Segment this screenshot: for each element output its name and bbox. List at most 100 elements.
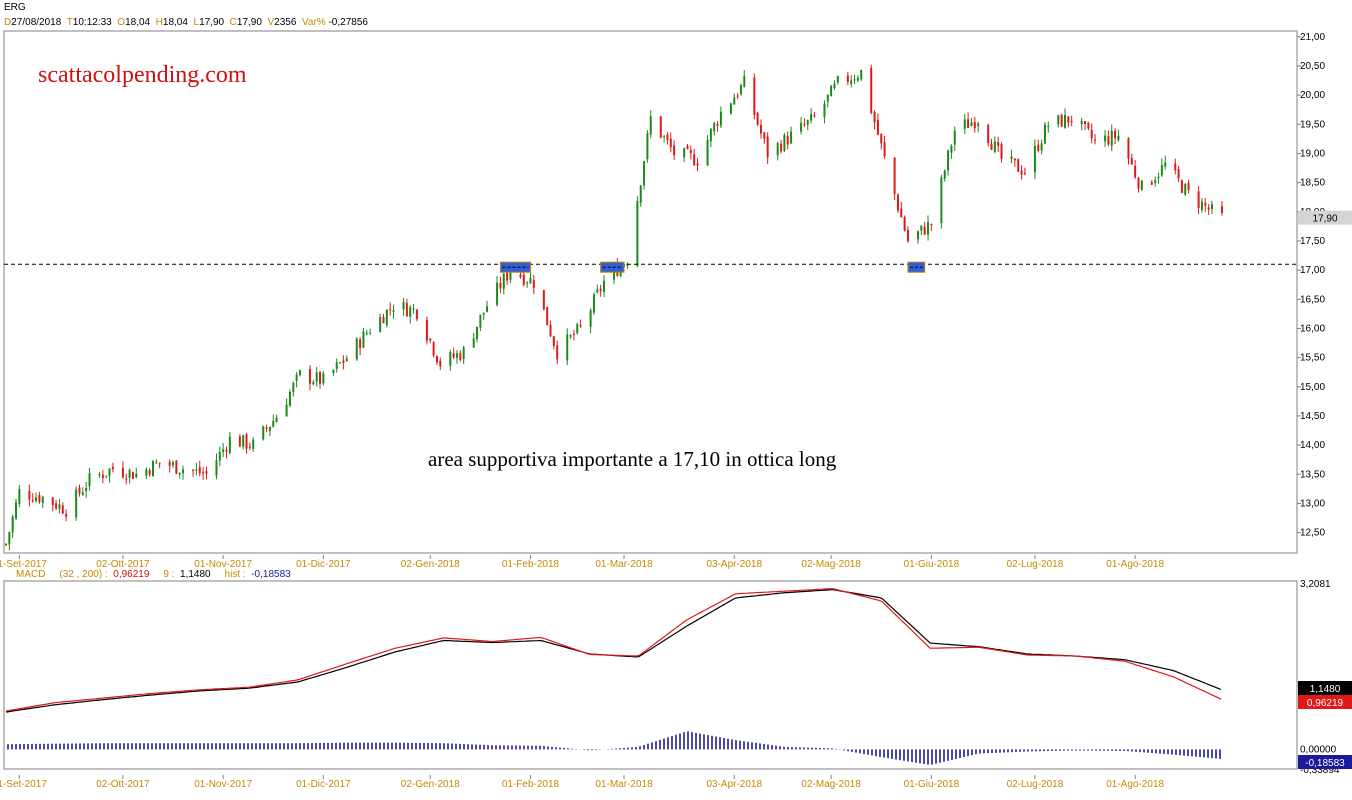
candle-body [572, 333, 575, 336]
x-tick-label: 02-Ott-2017 [96, 559, 150, 570]
candle-body [409, 307, 412, 317]
x-tick-label: 01-Feb-2018 [502, 779, 560, 790]
candle-body [683, 148, 686, 158]
candle-body [673, 145, 676, 156]
macd-axis-zero: 0,00000 [1300, 744, 1337, 755]
candle-body [993, 141, 996, 152]
candle-body [1070, 121, 1073, 123]
candle-body [896, 194, 899, 211]
candles-layer [5, 64, 1223, 551]
candle-body [883, 142, 886, 157]
candle-body [392, 310, 395, 312]
x-tick-label: 01-Mar-2018 [595, 779, 653, 790]
candle-body [285, 404, 288, 417]
candle-body [429, 338, 432, 341]
candle-body [860, 69, 863, 80]
candle-body [215, 460, 218, 476]
signal-badge-bg [1298, 681, 1352, 695]
volume-key: V [267, 17, 275, 28]
candle-body [1180, 180, 1183, 193]
candle-body [155, 462, 158, 464]
candle-body [242, 435, 245, 447]
x-tick-label: 02-Gen-2018 [401, 559, 460, 570]
candle-body [927, 222, 930, 235]
candle-body [579, 325, 582, 327]
candle-body [963, 119, 966, 129]
candle-body [1080, 120, 1083, 125]
candle-body [716, 124, 719, 126]
candle-body [987, 124, 990, 143]
candle-body [519, 274, 522, 278]
candle-body [192, 469, 195, 471]
candle-body [55, 503, 58, 509]
price-x-axis: 01-Set-2017 02-Ott-2017 01-Nov-2017 01-Dic-… [0, 555, 1164, 570]
ohlc-header: D27/08/2018 T10:12:33 O18,04 H18,04 L17,… [4, 17, 368, 28]
candle-body [566, 334, 569, 361]
candle-body [763, 132, 766, 139]
y-tick-label: 20,00 [1300, 90, 1325, 101]
candle-body [1023, 172, 1026, 174]
candle-body [38, 494, 41, 503]
candle-body [970, 122, 973, 126]
candle-body [602, 280, 605, 292]
candle-body [853, 79, 856, 81]
time-key: T [66, 17, 73, 28]
candle-body [85, 488, 88, 492]
candle-body [947, 150, 950, 171]
candle-body [900, 208, 903, 218]
candle-body [425, 320, 428, 341]
candle-body [31, 499, 34, 502]
candle-body [252, 439, 255, 449]
candle-body [11, 516, 14, 533]
candle-body [405, 302, 408, 317]
symbol-title: ERG [4, 2, 26, 13]
candle-body [319, 372, 322, 384]
candle-body [876, 119, 879, 135]
candle-body [111, 466, 114, 470]
macd-layer [5, 588, 1222, 765]
candle-body [275, 417, 278, 423]
candle-body [175, 460, 178, 474]
candle-body [790, 131, 793, 144]
candle-body [1140, 180, 1143, 190]
candle-body [202, 472, 205, 474]
candle-body [5, 543, 7, 545]
candle-body [225, 449, 228, 452]
y-tick-label: 18,50 [1300, 178, 1325, 189]
y-tick-label: 14,50 [1300, 411, 1325, 422]
candle-body [415, 309, 418, 319]
macd-name: MACD [16, 569, 46, 580]
price-panel [3, 30, 1298, 554]
hist-badge-bg [1298, 755, 1352, 769]
candle-body [389, 309, 392, 311]
candle-body [856, 77, 859, 81]
candle-body [646, 132, 649, 160]
candle-body [826, 94, 829, 102]
candle-body [245, 434, 248, 449]
candle-body [873, 111, 876, 123]
macd-badge: 0,96219 [1307, 698, 1344, 709]
macd-params: (32 , 200) : [59, 569, 108, 580]
candle-body [1057, 115, 1060, 125]
watermark: scattacolpending.com [38, 62, 247, 88]
candle-body [1020, 170, 1023, 175]
candle-body [332, 370, 335, 374]
candle-body [295, 374, 298, 381]
candle-body [452, 353, 455, 358]
candle-body [1087, 122, 1090, 129]
y-tick-label: 20,50 [1300, 61, 1325, 72]
hist-badge: -0,18583 [1305, 758, 1345, 769]
candle-body [552, 336, 555, 346]
candle-body [953, 130, 956, 145]
candle-body [379, 317, 382, 332]
y-tick-label: 16,50 [1300, 294, 1325, 305]
macd-axis-bottom: -0,33894 [1300, 765, 1340, 776]
candle-body [1174, 163, 1177, 171]
candle-body [1094, 139, 1097, 141]
candle-body [846, 75, 849, 82]
candle-body [268, 427, 271, 431]
candle-body [81, 492, 84, 495]
candle-body [439, 360, 442, 367]
last-price-label: 17,90 [1312, 214, 1337, 225]
